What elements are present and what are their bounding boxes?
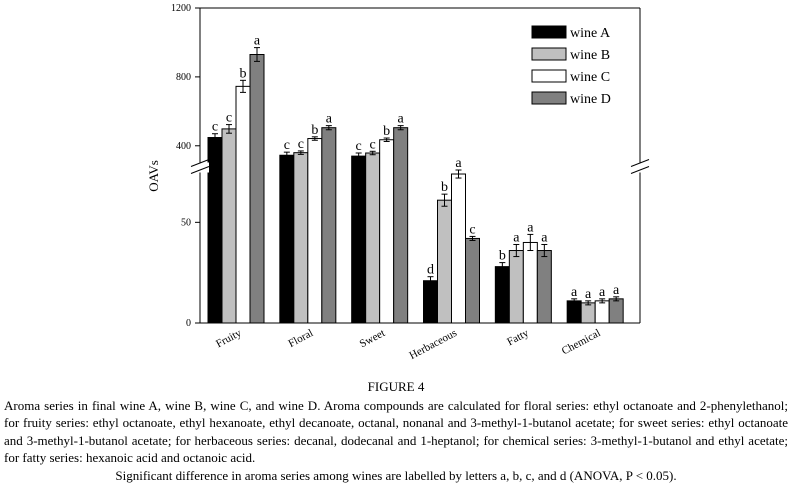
axis-break-mark (190, 166, 210, 174)
bar (235, 85, 251, 324)
y-axis-label: OAVs (146, 160, 161, 192)
x-tick-label: Fruity (214, 327, 244, 350)
significance-letter: c (356, 139, 362, 154)
legend-entry: wine C (570, 70, 610, 85)
x-tick-label: Fatty (505, 327, 531, 348)
y-tick-label: 1200 (171, 3, 191, 14)
significance-letter: a (571, 285, 578, 300)
significance-letter: a (398, 112, 405, 127)
bar (437, 199, 452, 324)
significance-letter: c (226, 111, 232, 126)
legend-swatch (531, 69, 567, 83)
bar (536, 250, 552, 324)
legend: wine A wine B wine C wine D (531, 25, 611, 107)
significance-letter: a (527, 220, 534, 235)
bar (451, 173, 466, 324)
axis-break-gap (191, 162, 209, 173)
axes: 400 800 1200 0 50 (171, 3, 650, 329)
bar (566, 300, 582, 324)
bar (351, 155, 367, 324)
bar (594, 300, 610, 324)
bar (221, 128, 237, 324)
y-tick-label: 0 (186, 318, 191, 329)
significance-letter: a (455, 156, 462, 171)
significance-letter: b (441, 180, 448, 195)
significance-letter: d (427, 263, 434, 278)
significance-letter: a (326, 112, 333, 127)
significance-letter: a (541, 230, 548, 245)
significance-letter: a (613, 283, 620, 298)
bars (207, 47, 624, 324)
bar (307, 138, 323, 324)
significance-letter: b (240, 66, 247, 81)
y-tick-label: 50 (181, 217, 191, 228)
caption-body: Aroma series in final wine A, wine B, wi… (4, 397, 788, 466)
significance-letter: b (383, 124, 390, 139)
bar (580, 302, 596, 324)
bar (423, 280, 438, 324)
caption-title: FIGURE 4 (367, 379, 425, 394)
x-tick-label: Herbaceous (407, 327, 458, 362)
axis-break-mark (630, 159, 650, 167)
caption-significance: Significant difference in aroma series a… (115, 467, 677, 483)
x-tick-label: Chemical (560, 327, 603, 357)
bar (393, 127, 409, 324)
significance-letter: a (513, 230, 520, 245)
significance-letter: a (254, 34, 261, 49)
bar (293, 152, 309, 324)
axis-break-mark (190, 159, 210, 167)
figure-caption: FIGURE 4 Aroma series in final wine A, w… (4, 378, 788, 484)
bar (494, 266, 510, 324)
y-tick-label: 800 (176, 72, 191, 83)
legend-entry: wine B (570, 48, 610, 63)
bar (279, 154, 295, 324)
significance-letter: c (284, 138, 290, 153)
legend-entry: wine A (570, 26, 611, 41)
legend-entry: wine D (570, 92, 611, 107)
bar (379, 139, 395, 324)
significance-letter: a (599, 285, 606, 300)
bar (508, 250, 524, 324)
axis-break-gap (631, 162, 649, 173)
significance-letter: c (298, 137, 304, 152)
significance-letter: c (370, 137, 376, 152)
bar (249, 54, 265, 324)
bar (608, 298, 624, 324)
significance-letter: b (311, 123, 318, 138)
bar (207, 137, 223, 324)
significance-letter: c (469, 222, 475, 237)
y-tick-label: 400 (176, 141, 191, 152)
legend-swatch (531, 25, 567, 39)
bar (321, 127, 337, 324)
x-tick-label: Sweet (358, 327, 387, 350)
significance-letter: c (212, 120, 218, 135)
bar (465, 237, 480, 324)
significance-letter: b (499, 249, 506, 264)
significance-letter: a (585, 287, 592, 302)
x-tick-label: Floral (286, 327, 315, 350)
bar (522, 241, 538, 324)
bar (365, 152, 381, 324)
legend-swatch (531, 91, 567, 105)
axis-break-mark (630, 166, 650, 174)
legend-swatch (531, 47, 567, 61)
